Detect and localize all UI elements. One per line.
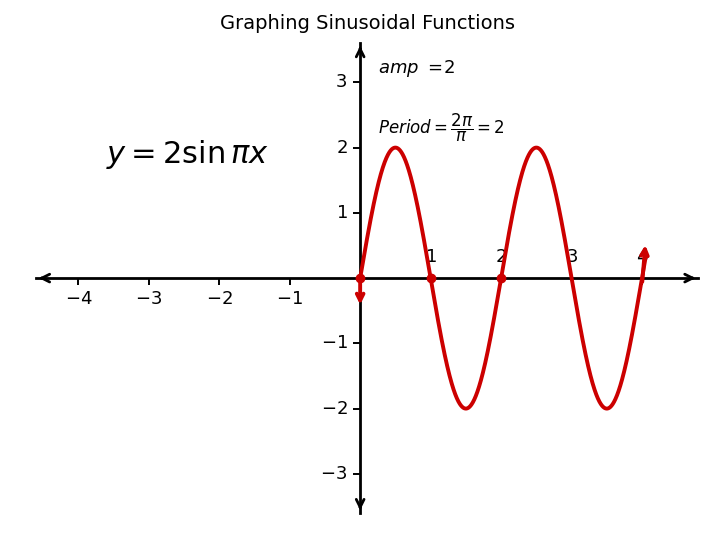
Text: $Period = \dfrac{2\pi}{\pi} = 2$: $Period = \dfrac{2\pi}{\pi} = 2$ xyxy=(378,112,505,144)
Text: $-3$: $-3$ xyxy=(135,290,162,308)
Text: $3$: $3$ xyxy=(336,73,348,91)
Text: $amp\ =\!2$: $amp\ =\!2$ xyxy=(378,58,454,79)
Text: $-4$: $-4$ xyxy=(65,290,92,308)
Text: $-3$: $-3$ xyxy=(320,465,348,483)
Text: $2$: $2$ xyxy=(336,139,348,157)
Text: $-1$: $-1$ xyxy=(320,334,348,352)
Text: $4$: $4$ xyxy=(636,248,648,266)
Text: $-2$: $-2$ xyxy=(320,400,348,417)
Text: $y = 2\sin\pi x$: $y = 2\sin\pi x$ xyxy=(107,138,269,171)
Text: $1$: $1$ xyxy=(425,248,436,266)
Text: $1$: $1$ xyxy=(336,204,348,222)
Text: $3$: $3$ xyxy=(565,248,577,266)
Title: Graphing Sinusoidal Functions: Graphing Sinusoidal Functions xyxy=(220,15,515,33)
Text: $2$: $2$ xyxy=(495,248,507,266)
Text: $-2$: $-2$ xyxy=(206,290,233,308)
Text: $-1$: $-1$ xyxy=(276,290,303,308)
